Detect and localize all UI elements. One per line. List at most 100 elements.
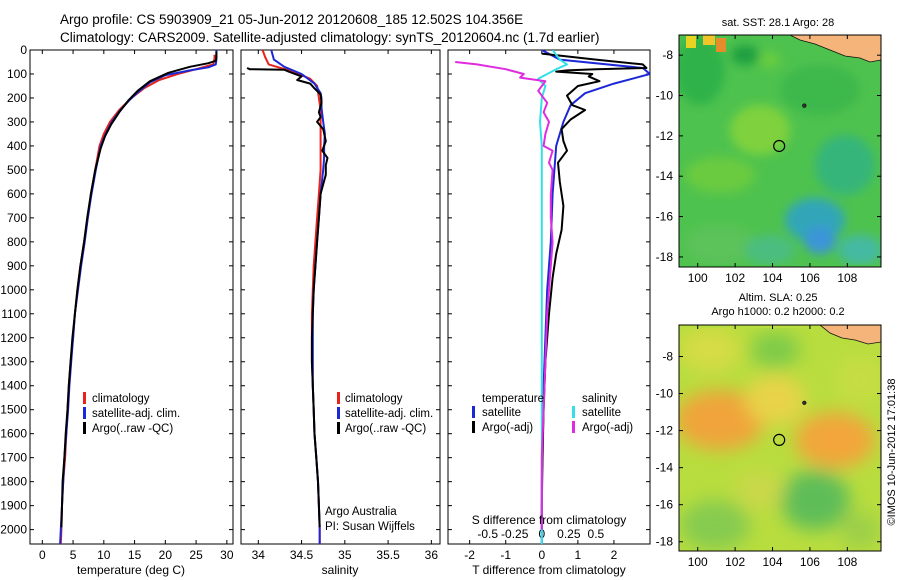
map-y-tick-label: -18 — [656, 250, 674, 264]
map-x-tick-label: 108 — [837, 271, 857, 285]
x-tick-label: 34 — [252, 548, 266, 562]
temperature-lines — [59, 50, 218, 544]
legend-heading-temperature: temperature — [482, 393, 544, 405]
depth-tick-label: 2000 — [0, 523, 27, 537]
sst-map-title: sat. SST: 28.1 Argo: 28 — [722, 17, 835, 29]
series-line-salinity-argo-adj- — [455, 61, 554, 530]
sst-map-markers — [773, 103, 807, 153]
map-y-tick-label: -16 — [656, 210, 674, 224]
nearby-float-marker — [802, 400, 807, 405]
depth-tick-label: 1400 — [0, 379, 27, 393]
x-tick-label: 1 — [575, 548, 582, 562]
legend-swatch-temp-satellite — [472, 406, 475, 418]
legend-label-temp-satellite: satellite — [482, 407, 521, 419]
map-y-tick-label: -8 — [662, 48, 673, 62]
legend-label-climatology: climatology — [92, 393, 150, 405]
sla-map-title: Altim. SLA: 0.25 — [739, 292, 818, 304]
depth-tick-label: 500 — [7, 163, 27, 177]
s-difference-label: S difference from climatology — [472, 513, 627, 527]
s-tick-label: 0.5 — [588, 527, 605, 541]
x-tick-label: -1 — [500, 548, 511, 562]
credit-line1: Argo Australia — [325, 506, 397, 518]
depth-tick-label: 1300 — [0, 355, 27, 369]
map-y-tick-label: -10 — [656, 89, 674, 103]
legend-label-satellite: satellite-adj. clim. — [92, 408, 180, 420]
difference-lines — [455, 50, 650, 544]
depth-tick-label: 600 — [7, 187, 27, 201]
map-y-tick-label: -12 — [656, 129, 674, 143]
x-tick-label: 2 — [611, 548, 618, 562]
sst-map-axes: 100 102 104 106 108 -8 -10 -12 -14 -16 -18 — [656, 35, 881, 285]
legend-label-sal-argo: Argo(-adj) — [582, 422, 633, 434]
salinity-panel-frame — [240, 49, 441, 545]
depth-tick-label: 200 — [7, 91, 27, 105]
temperature-xlabel: temperature (deg C) — [77, 563, 185, 577]
series-line-temperature-argo-adj- — [540, 52, 648, 530]
depth-tick-label: 700 — [7, 211, 27, 225]
map-y-tick-label: -12 — [656, 424, 674, 438]
x-tick-label: 34.5 — [290, 548, 314, 562]
map-x-tick-label: 108 — [837, 555, 857, 569]
legend-swatch-climatology — [83, 392, 86, 404]
x-axes: 0 5 10 15 20 25 30 34 34.5 35 35.5 36 -2 -1 0 1 2 -0.5 -0.… — [39, 50, 618, 562]
sla-map-image — [679, 325, 881, 551]
x-tick-label: 35 — [338, 548, 352, 562]
depth-tick-label: 1800 — [0, 475, 27, 489]
s-tick-label: 0.25 — [557, 527, 581, 541]
map-y-tick-label: -14 — [656, 461, 674, 475]
salinity-xlabel: salinity — [322, 563, 359, 577]
depth-axis: 0 100 200 300 400 500 600 700 800 900 1000 1100 1200… — [0, 43, 650, 537]
credit-line2: PI: Susan Wijffels — [325, 521, 415, 533]
x-tick-label: 15 — [128, 548, 142, 562]
sla-map-axes: 100 102 104 106 108 -8 -10 -12 -14 -16 -18 — [656, 325, 881, 569]
temperature-panel-frame — [29, 49, 234, 545]
profile-location-marker — [773, 139, 786, 153]
depth-tick-label: 1700 — [0, 451, 27, 465]
s-tick-label: -0.25 — [501, 527, 529, 541]
series-line-argo-raw-qc- — [246, 67, 329, 528]
map-x-tick-label: 104 — [763, 555, 783, 569]
legend-swatch-sal-satellite — [572, 406, 575, 418]
salinity-lines — [246, 50, 329, 544]
map-y-tick-label: -10 — [656, 387, 674, 401]
map-y-tick-label: -14 — [656, 169, 674, 183]
figure-title-line1: Argo profile: CS 5903909_21 05-Jun-2012 … — [60, 12, 523, 27]
temperature-legend: climatology satellite-adj. clim. Argo(..… — [83, 392, 180, 435]
map-y-tick-label: -16 — [656, 498, 674, 512]
legend-label-climatology: climatology — [345, 393, 403, 405]
legend-swatch-temp-argo — [472, 421, 475, 433]
depth-tick-label: 900 — [7, 259, 27, 273]
series-line-temperature-satellite — [540, 50, 650, 544]
sla-map-frame — [678, 324, 882, 552]
map-y-tick-label: -8 — [662, 349, 673, 363]
imos-timestamp: ©IMOS 10-Jun-2012 17:01:38 — [886, 379, 898, 526]
legend-label-argo: Argo(..raw -QC) — [345, 423, 426, 435]
legend-swatch-satellite — [337, 407, 340, 419]
series-line-climatology — [261, 50, 322, 544]
depth-tick-label: 300 — [7, 115, 27, 129]
x-tick-label: 30 — [220, 548, 234, 562]
x-tick-label: 10 — [97, 548, 111, 562]
map-x-tick-label: 102 — [725, 555, 745, 569]
legend-swatch-climatology — [337, 392, 340, 404]
series-line-satellite-adj-clim- — [59, 50, 218, 544]
profile-location-marker — [773, 433, 786, 446]
series-line-salinity-satellite — [537, 50, 568, 544]
legend-heading-salinity: salinity — [582, 393, 617, 405]
x-tick-label: 25 — [189, 548, 203, 562]
x-tick-label: 20 — [159, 548, 173, 562]
x-tick-label: 5 — [70, 548, 77, 562]
depth-tick-label: 0 — [20, 43, 27, 57]
legend-swatch-sal-argo — [572, 421, 575, 433]
x-tick-label: 0 — [538, 548, 545, 562]
depth-tick-label: 800 — [7, 235, 27, 249]
legend-label-satellite: satellite-adj. clim. — [345, 408, 433, 420]
depth-tick-label: 1600 — [0, 427, 27, 441]
difference-xlabel: T difference from climatology — [472, 563, 626, 577]
depth-tick-label: 400 — [7, 139, 27, 153]
legend-label-temp-argo: Argo(-adj) — [482, 422, 533, 434]
depth-tick-label: 1200 — [0, 331, 27, 345]
x-tick-label: 36 — [425, 548, 439, 562]
depth-tick-label: 1000 — [0, 283, 27, 297]
